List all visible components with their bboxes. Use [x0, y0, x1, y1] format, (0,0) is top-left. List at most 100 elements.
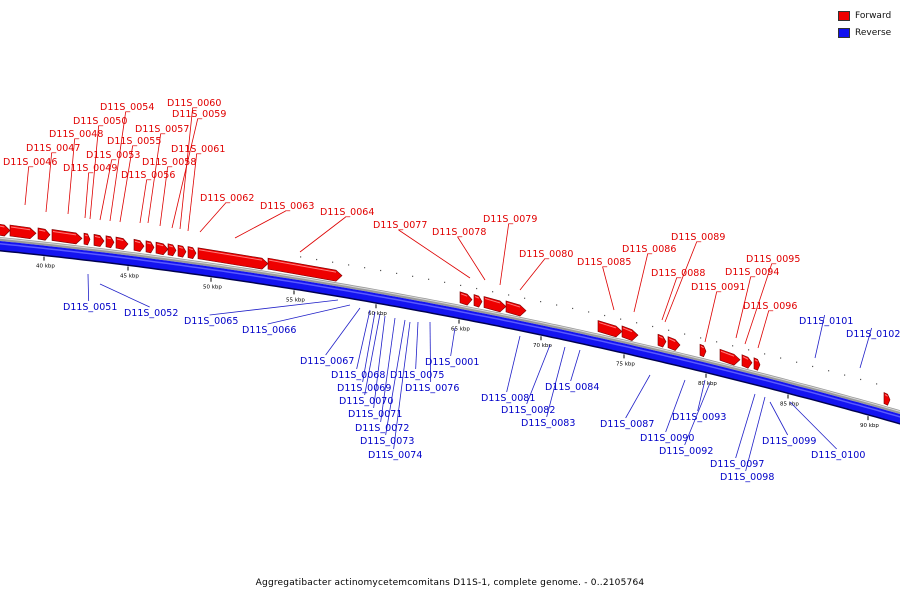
forward-gene-label: D11S_0060: [167, 98, 221, 109]
forward-gene-label: D11S_0053: [86, 150, 140, 161]
forward-gene-leader: [179, 107, 194, 230]
forward-gene-leader: [744, 263, 773, 345]
forward-gene-arrow: [9, 224, 37, 240]
forward-gene-arrows: [0, 223, 891, 406]
forward-gene-label: D11S_0091: [691, 282, 745, 293]
minor-tick: [348, 264, 350, 266]
forward-gene-highlight: [52, 230, 77, 236]
forward-gene-label: D11S_0050: [73, 116, 127, 127]
reverse-gene-label: D11S_0102: [846, 329, 900, 340]
forward-gene-arrow: [197, 247, 269, 270]
forward-gene-leader: [119, 145, 134, 223]
forward-gene-highlight: [10, 226, 31, 231]
forward-gene-leader: [84, 172, 90, 219]
reverse-gene-label: D11S_0098: [720, 472, 774, 483]
minor-tick: [684, 333, 686, 335]
reverse-gene-label: D11S_0097: [710, 459, 764, 470]
forward-gene-leader: [109, 111, 127, 222]
gene-labels: D11S_0046 D11S_0047 D11S_0048 D11S_0049 D11S…: [3, 98, 900, 483]
forward-gene-label: D11S_0054: [100, 102, 154, 113]
reverse-gene-label: D11S_0090: [640, 433, 694, 444]
forward-gene-leader: [457, 236, 486, 281]
scale-tick-label: 45 kbp: [120, 274, 139, 280]
minor-tick: [716, 341, 718, 343]
reverse-gene-label: D11S_0051: [63, 302, 117, 313]
forward-gene-leader: [499, 223, 510, 286]
forward-gene-leader: [602, 266, 615, 311]
reverse-gene-label: D11S_0093: [672, 412, 726, 423]
reverse-gene-leader: [209, 299, 339, 316]
forward-gene-highlight: [484, 298, 501, 304]
forward-gene-highlight: [38, 229, 46, 232]
forward-gene-leader: [519, 258, 545, 291]
scale-tick-label: 40 kbp: [36, 264, 55, 270]
reverse-gene-leader: [769, 401, 789, 436]
forward-gene-label: D11S_0055: [107, 136, 161, 147]
reverse-gene-label: D11S_0071: [348, 409, 402, 420]
minor-tick: [652, 325, 654, 328]
reverse-gene-leader: [364, 313, 381, 396]
forward-gene-leader: [234, 210, 286, 239]
reverse-gene-leader: [362, 311, 376, 383]
minor-tick: [572, 307, 574, 310]
forward-gene-label: D11S_0046: [3, 157, 57, 168]
forward-gene-leader: [633, 253, 649, 313]
forward-gene-label: D11S_0079: [483, 214, 537, 225]
forward-gene-highlight: [84, 234, 88, 237]
forward-gene-highlight: [742, 356, 749, 360]
reverse-gene-leader: [665, 379, 686, 433]
reverse-gene-leader: [859, 327, 873, 369]
figure-caption: Aggregatibacter actinomycetemcomitans D1…: [255, 578, 645, 588]
forward-gene-highlight: [474, 296, 479, 299]
forward-gene-label: D11S_0078: [432, 227, 486, 238]
forward-gene-arrow: [105, 235, 115, 249]
reverse-gene-leader: [814, 314, 826, 359]
forward-gene-highlight: [622, 327, 633, 333]
reverse-gene-leader: [526, 344, 551, 405]
minor-tick: [524, 297, 526, 299]
reverse-gene-label: D11S_0100: [811, 450, 865, 461]
forward-gene-label: D11S_0096: [743, 301, 797, 312]
minor-tick: [332, 261, 334, 263]
reverse-gene-label: D11S_0099: [762, 436, 816, 447]
reverse-gene-leader: [87, 273, 90, 302]
reverse-gene-leader: [373, 315, 386, 409]
minor-tick: [364, 267, 366, 269]
forward-gene-arrow: [37, 227, 51, 241]
reverse-gene-leader: [380, 317, 396, 423]
minor-tick: [412, 275, 414, 277]
forward-gene-arrow: [93, 233, 105, 247]
forward-gene-highlight: [188, 248, 193, 251]
minor-tick: [732, 345, 734, 347]
minor-tick: [668, 329, 670, 331]
reverse-gene-label: D11S_0072: [355, 423, 409, 434]
forward-gene-arrow: [883, 392, 891, 406]
forward-gene-highlight: [116, 238, 124, 242]
forward-gene-label: D11S_0061: [171, 144, 225, 155]
forward-gene-arrow: [483, 296, 507, 313]
reverse-gene-leader: [789, 401, 837, 450]
forward-gene-highlight: [506, 302, 521, 308]
forward-gene-leader: [147, 133, 162, 224]
forward-gene-highlight: [668, 338, 676, 342]
minor-tick: [796, 361, 798, 363]
reverse-gene-label: D11S_0075: [390, 370, 444, 381]
forward-gene-label: D11S_0077: [373, 220, 427, 231]
minor-tick: [588, 311, 590, 313]
forward-gene-leader: [398, 229, 471, 279]
reverse-gene-label: D11S_0076: [405, 383, 459, 394]
forward-gene-leader: [661, 277, 678, 321]
reverse-gene-leader: [745, 396, 766, 472]
reverse-gene-label: D11S_0084: [545, 382, 599, 393]
reverse-gene-leader: [697, 379, 706, 412]
minor-tick: [764, 353, 766, 355]
forward-gene-arrow: [473, 294, 483, 308]
reverse-gene-leader: [267, 304, 351, 325]
forward-gene-highlight: [106, 237, 111, 240]
forward-gene-leader: [139, 179, 148, 224]
reverse-gene-leader: [99, 283, 150, 308]
forward-gene-arrow: [459, 291, 473, 306]
forward-gene-label: D11S_0049: [63, 163, 117, 174]
scale-tick-label: 90 kbp: [860, 423, 879, 429]
reverse-gene-label: D11S_0001: [425, 357, 479, 368]
